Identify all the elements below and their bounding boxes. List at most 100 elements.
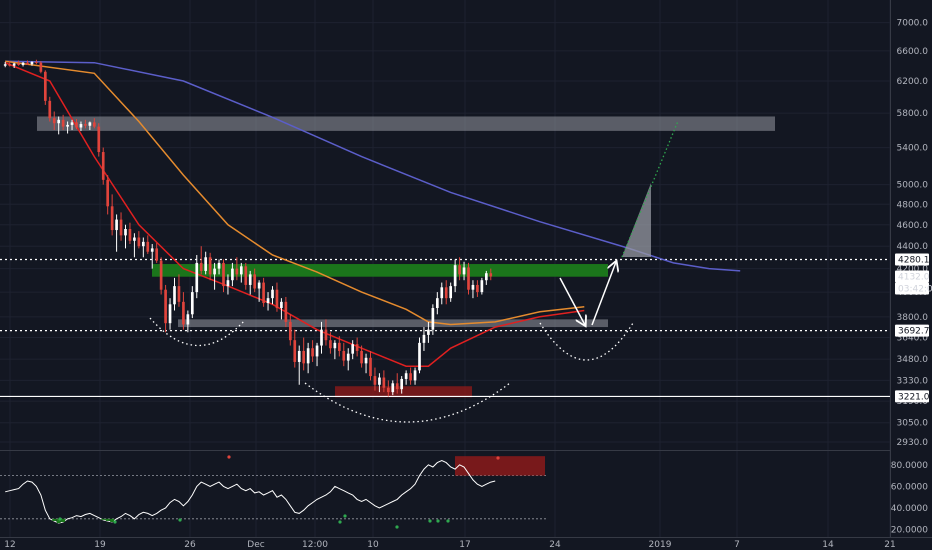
y-tick-label: 4400.0 [897, 242, 929, 252]
signal-dot [395, 525, 399, 529]
candle-body [333, 342, 337, 349]
candle-body [329, 340, 332, 349]
y-tick-label: 5800.0 [897, 109, 929, 119]
signal-dot [436, 519, 440, 523]
candle-body [199, 262, 203, 271]
candle-body [159, 260, 163, 290]
candle-body [386, 387, 390, 393]
candle-body [360, 350, 363, 364]
candle-body [70, 122, 74, 125]
candle-body [231, 268, 234, 281]
signal-dot [58, 517, 62, 521]
candle-body [484, 273, 488, 281]
candle-body [302, 350, 306, 364]
candle-body [92, 122, 96, 127]
candle-body [79, 124, 83, 128]
price-label-box [895, 270, 929, 283]
candle-body [409, 373, 412, 381]
candle-body [128, 228, 132, 241]
x-tick-label: 10 [367, 540, 379, 550]
candle-body [208, 257, 212, 275]
y-tick-label: 3050.0 [897, 419, 929, 429]
price-label-box [895, 324, 929, 337]
candle-body [257, 282, 261, 289]
green-zone [152, 264, 608, 277]
x-tick-label: 7 [734, 540, 740, 550]
y-tick-label: 2930.0 [897, 438, 929, 448]
x-tick-label: 17 [459, 540, 470, 550]
candle-body [280, 301, 283, 309]
signal-dot [496, 456, 500, 460]
candle-body [204, 257, 208, 271]
price-label-box [895, 253, 929, 266]
candle-body [84, 124, 87, 126]
candle-body [346, 353, 350, 361]
candle-body [418, 342, 421, 371]
gray-support-zone [178, 319, 608, 328]
x-tick-label: 2019 [649, 540, 672, 550]
price-label-box [895, 282, 929, 295]
low-price-label: 3221.0 [895, 390, 930, 403]
candle-body [400, 378, 404, 390]
candle-body [119, 219, 123, 236]
y-tick-label: 3640.0 [897, 334, 929, 344]
level-lines [0, 258, 890, 398]
candle-body [8, 64, 12, 66]
osc-tick-label: 80.0000 [891, 461, 928, 471]
candle-body [364, 357, 368, 364]
projection-drawings [559, 120, 679, 325]
candle-body [222, 262, 225, 287]
zones [37, 116, 775, 398]
candle-body [155, 248, 159, 261]
x-tick-label: 21 [884, 540, 895, 550]
candle-body [427, 329, 430, 335]
candle-body [467, 267, 470, 290]
candle-body [320, 329, 323, 346]
candle-body [266, 298, 270, 304]
current-price-label: 4132.0 [895, 270, 930, 283]
candle-body [21, 62, 25, 65]
candle-body [101, 152, 105, 180]
signal-dot [178, 518, 182, 522]
candle-body [369, 357, 372, 377]
candle-body [449, 286, 453, 299]
signal-dot [428, 519, 432, 523]
x-tick-label: 24 [549, 540, 561, 550]
upper-gray-zone [37, 116, 775, 131]
candle-body [440, 287, 444, 299]
MA-red-line [4, 62, 585, 367]
candle-body [75, 122, 78, 128]
candle-body [141, 241, 145, 247]
candle-body [30, 61, 34, 65]
candle-body [39, 62, 43, 72]
y-tick-label: 5000.0 [897, 181, 929, 191]
candle-body [146, 241, 150, 252]
candle-body [378, 377, 381, 385]
candle-body [471, 284, 475, 290]
candle-body [57, 119, 61, 124]
candle-body [337, 342, 341, 351]
candle-body [444, 287, 448, 299]
x-tick-label: 12:00 [302, 540, 328, 550]
candle-body [453, 265, 457, 287]
dotted-arc [539, 322, 634, 361]
candle-body [190, 292, 194, 315]
dip-arrow [559, 277, 585, 325]
candle-body [435, 298, 439, 309]
candle-body [133, 237, 136, 241]
candle-body [164, 289, 167, 324]
candle-body [66, 124, 69, 127]
candle-body [458, 265, 461, 275]
candle-body [239, 266, 243, 275]
target-triangle [622, 183, 651, 257]
candle-body [462, 267, 466, 275]
candle-body [17, 63, 20, 65]
price-label-text: 4132.0 [898, 272, 930, 282]
candle-body [413, 370, 417, 381]
price-label-text: 3692.7 [898, 327, 930, 337]
candle-body [324, 329, 328, 341]
y-tick-label: 6200.0 [897, 77, 929, 87]
resistance-price-label: 4280.1 [895, 253, 930, 266]
candle-body [43, 71, 47, 101]
